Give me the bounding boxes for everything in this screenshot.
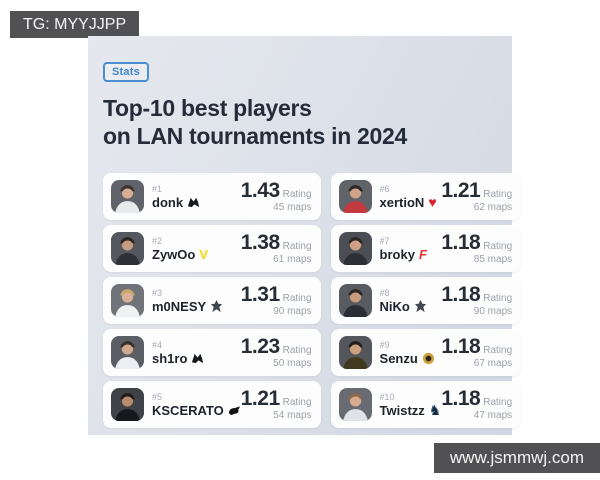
- player-photo: [111, 180, 144, 213]
- website-watermark-text: www.jsmmwj.com: [449, 448, 584, 467]
- player-name: sh1ro: [152, 350, 188, 366]
- player-photo: [111, 232, 144, 265]
- maps-count: 45 maps: [273, 202, 312, 213]
- rating-value: 1.18: [441, 387, 481, 410]
- title-line-2: on LAN tournaments in 2024: [103, 123, 408, 149]
- team-mouz-heart-icon: ♥: [428, 194, 437, 210]
- rating-value: 1.18: [441, 283, 481, 306]
- player-rank: #6: [379, 183, 390, 194]
- player-card-senzu: #9 Senzu 1.18 Rating 67 maps: [330, 329, 522, 376]
- player-name: donk: [152, 194, 184, 210]
- player-rank: #4: [152, 339, 163, 350]
- player-card-niko: #8 NiKo 1.18 Rating 90 maps: [330, 277, 522, 324]
- player-photo: [338, 336, 372, 369]
- team-liquid-horse-icon: ♞: [428, 402, 442, 418]
- player-photo: [111, 388, 144, 421]
- player-rank: #7: [379, 235, 390, 246]
- player-rank: #10: [379, 391, 395, 402]
- player-photo: [338, 180, 372, 213]
- player-rank: #1: [152, 183, 163, 194]
- team-g2-icon: [210, 299, 223, 313]
- player-card-zywoo: #2 ZywOo V 1.38 Rating 61 maps: [103, 225, 321, 272]
- rating-label: Rating: [483, 189, 513, 200]
- player-card-twistzz: #10 Twistzz ♞ 1.18 Rating 47 maps: [330, 381, 522, 428]
- player-name: Senzu: [379, 350, 418, 366]
- telegram-watermark: TG: MYYJJPP: [10, 11, 140, 38]
- rating-value: 1.18: [441, 335, 481, 358]
- player-photo: [338, 388, 372, 421]
- player-rank: #3: [152, 287, 163, 298]
- telegram-watermark-text: TG: MYYJJPP: [23, 15, 127, 33]
- maps-count: 67 maps: [473, 358, 513, 369]
- team-furia-panther-icon: [228, 404, 241, 417]
- maps-count: 90 maps: [473, 306, 513, 317]
- rating-label: Rating: [282, 189, 312, 200]
- team-spirit-dragon-icon: [187, 196, 200, 209]
- maps-count: 54 maps: [273, 410, 312, 421]
- player-name: KSCERATO: [152, 402, 224, 418]
- maps-count: 47 maps: [473, 410, 513, 421]
- stats-poster: Stats Top-10 best players on LAN tournam…: [88, 36, 522, 435]
- team-mongolz-emblem-icon: [422, 352, 435, 365]
- player-cards-grid: #1 donk 1.43 Rating 45 maps: [103, 173, 522, 428]
- rating-value: 1.23: [240, 335, 280, 358]
- player-photo: [338, 232, 372, 265]
- rating-value: 1.21: [441, 179, 481, 202]
- rating-value: 1.38: [240, 231, 280, 254]
- player-rank: #8: [379, 287, 390, 298]
- maps-count: 61 maps: [273, 254, 312, 265]
- team-spirit-dragon-icon: [191, 352, 204, 365]
- player-name: ZywOo: [152, 246, 196, 262]
- rating-value: 1.21: [240, 387, 280, 410]
- player-card-m0nesy: #3 m0NESY 1.31 Rating 90 maps: [103, 277, 321, 324]
- player-name: xertioN: [379, 194, 425, 210]
- maps-count: 90 maps: [273, 306, 312, 317]
- player-photo: [111, 284, 144, 317]
- player-card-xertion: #6 xertioN ♥ 1.21 Rating 62 maps: [330, 173, 522, 220]
- player-name: NiKo: [379, 298, 410, 314]
- maps-count: 62 maps: [473, 202, 513, 213]
- poster-title: Top-10 best players on LAN tournaments i…: [103, 94, 499, 150]
- rating-value: 1.43: [240, 179, 280, 202]
- rating-label: Rating: [483, 397, 513, 408]
- player-card-donk: #1 donk 1.43 Rating 45 maps: [103, 173, 321, 220]
- rating-label: Rating: [282, 345, 312, 356]
- player-name: broky: [379, 246, 415, 262]
- rating-label: Rating: [282, 397, 312, 408]
- rating-value: 1.31: [240, 283, 280, 306]
- player-photo: [111, 336, 144, 369]
- rating-label: Rating: [282, 293, 312, 304]
- rating-label: Rating: [282, 241, 312, 252]
- team-vitality-v-icon: V: [199, 246, 209, 262]
- title-line-1: Top-10 best players: [103, 95, 312, 121]
- rating-value: 1.18: [441, 231, 481, 254]
- website-watermark: www.jsmmwj.com: [433, 443, 600, 473]
- player-card-broky: #7 broky F 1.18 Rating 85 maps: [330, 225, 522, 272]
- player-card-sh1ro: #4 sh1ro 1.23 Rating 50 maps: [103, 329, 321, 376]
- team-g2-icon: [414, 299, 427, 313]
- player-card-kscerato: #5 KSCERATO 1.21 Rating 54 maps: [103, 381, 321, 428]
- player-rank: #2: [152, 235, 163, 246]
- player-photo: [338, 284, 372, 317]
- player-name: m0NESY: [152, 298, 207, 314]
- player-name: Twistzz: [379, 402, 425, 418]
- maps-count: 85 maps: [473, 254, 513, 265]
- rating-label: Rating: [483, 345, 513, 356]
- rating-label: Rating: [483, 293, 513, 304]
- rating-label: Rating: [483, 241, 513, 252]
- team-faze-f-icon: F: [418, 246, 427, 262]
- stats-badge: Stats: [103, 62, 149, 82]
- player-rank: #9: [379, 339, 390, 350]
- maps-count: 50 maps: [273, 358, 312, 369]
- player-rank: #5: [152, 391, 163, 402]
